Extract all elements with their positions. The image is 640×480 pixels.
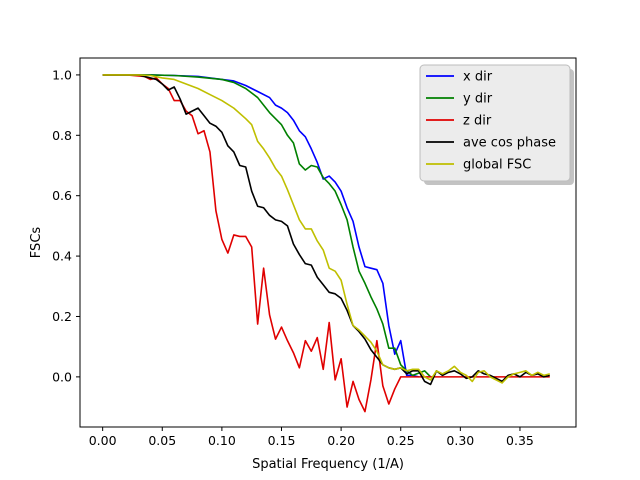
- x-axis-ticks: 0.00 0.05 0.10 0.15 0.20 0.25 0.30 0.35: [89, 427, 534, 448]
- y-tick-label: 1.0: [52, 67, 72, 82]
- legend-entry: y dir: [463, 92, 493, 107]
- legend-box: [419, 64, 571, 182]
- series-line-x-dir: [102, 74, 419, 378]
- series-line-y-dir: [102, 74, 432, 378]
- y-axis-ticks: 0.0 0.2 0.4 0.6 0.8 1.0: [52, 67, 80, 384]
- x-tick-label: 0.10: [208, 433, 236, 448]
- x-tick-label: 0.30: [446, 433, 474, 448]
- series-line-global-FSC: [102, 74, 550, 384]
- x-tick-label: 0.00: [89, 433, 117, 448]
- legend-entry: global FSC: [463, 158, 531, 173]
- legend-entry: z dir: [463, 114, 492, 129]
- y-tick-label: 0.8: [52, 128, 72, 143]
- y-tick-label: 0.2: [52, 309, 72, 324]
- x-tick-label: 0.20: [327, 433, 355, 448]
- x-tick-label: 0.35: [506, 433, 534, 448]
- y-tick-label: 0.4: [52, 249, 72, 264]
- x-tick-label: 0.25: [387, 433, 415, 448]
- x-tick-label: 0.05: [148, 433, 176, 448]
- y-tick-label: 0.0: [52, 369, 72, 384]
- y-tick-label: 0.6: [52, 188, 72, 203]
- series-line-z-dir: [102, 74, 550, 413]
- y-axis-label: FSCs: [29, 227, 44, 259]
- legend: x dir y dir z dir ave cos phase global FSC: [419, 64, 574, 185]
- x-axis-label: Spatial Frequency (1/A): [252, 457, 404, 472]
- axes-frame: [79, 57, 577, 428]
- legend-entry: x dir: [463, 70, 493, 85]
- legend-entry: ave cos phase: [463, 136, 556, 151]
- series-lines: [102, 74, 550, 413]
- x-tick-label: 0.15: [268, 433, 296, 448]
